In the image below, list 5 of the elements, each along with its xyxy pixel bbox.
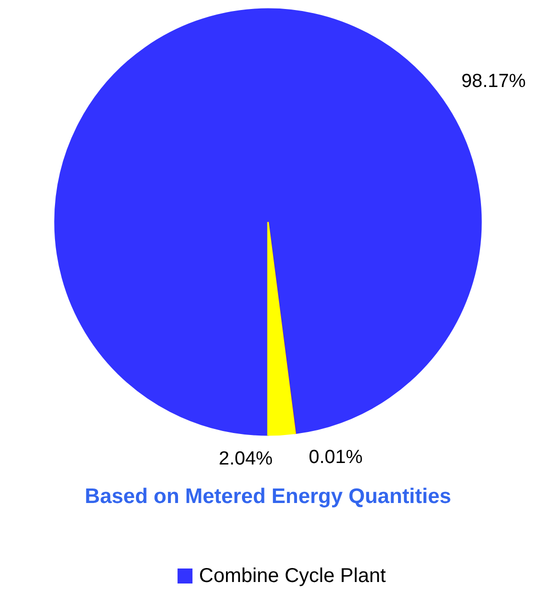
data-label: 0.01% [308,447,363,468]
data-label: 98.17% [461,71,526,92]
data-label: 2.04% [218,448,273,470]
legend-label: Combine Cycle Plant [199,565,386,587]
text: Based on Metered Energy Quantities [84,485,452,508]
